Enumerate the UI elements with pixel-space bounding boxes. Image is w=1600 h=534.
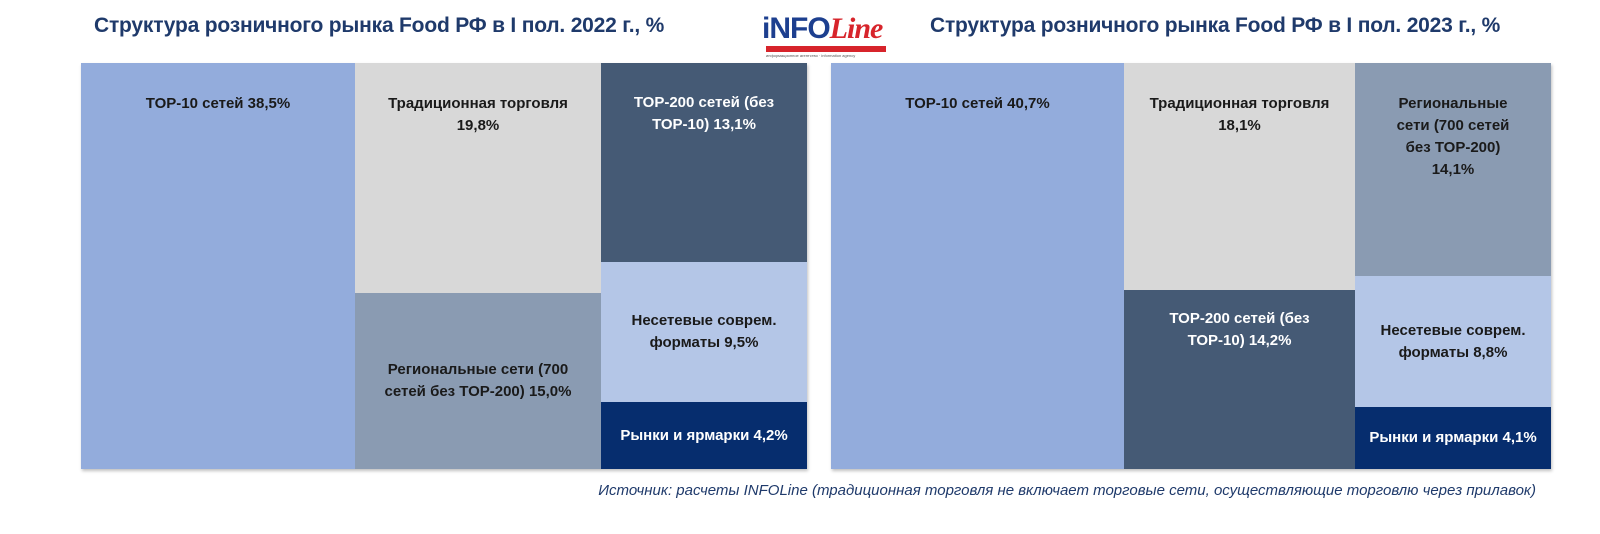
tile-label: ТОР-10 сетей 40,7% [905,95,1050,112]
treemap-tile-3: ТОР-200 сетей (без ТОР-10) 13,1% [601,63,807,262]
tile-label: Региональные сети (700 сетей без ТОР-200… [1396,95,1510,178]
chart-title-2023: Структура розничного рынка Food РФ в I п… [930,14,1501,37]
tile-label: ТОР-200 сетей (без ТОР-10) 13,1% [633,94,775,133]
infoline-logo: iNFOLine информационное агентство · info… [762,12,892,58]
treemap-tile-2: ТОР-200 сетей (без ТОР-10) 14,2% [1124,290,1355,469]
source-note: Источник: расчеты INFOLine (традиционная… [598,482,1536,499]
logo-brand-a: iNFO [762,12,831,45]
treemap-tile-0: ТОР-10 сетей 40,7% [831,63,1124,469]
tile-label: ТОР-10 сетей 38,5% [145,95,291,112]
tile-label: Традиционная торговля 18,1% [1149,95,1330,134]
treemap-tile-4: Несетевые соврем. форматы 9,5% [601,262,807,402]
treemap-tile-0: ТОР-10 сетей 38,5% [81,63,355,469]
treemap-tile-1: Традиционная торговля 19,8% [355,63,601,293]
logo-bar [766,46,886,52]
treemap-2022: ТОР-10 сетей 38,5% Традиционная торговля … [81,63,807,469]
treemap-2023: ТОР-10 сетей 40,7% Традиционная торговля … [831,63,1551,469]
logo-brand-b: Line [829,12,884,45]
treemap-tile-5: Рынки и ярмарки 4,2% [601,402,807,469]
treemap-tile-1: Традиционная торговля 18,1% [1124,63,1355,290]
tile-label: ТОР-200 сетей (без ТОР-10) 14,2% [1169,310,1310,349]
treemap-tile-5: Рынки и ярмарки 4,1% [1355,407,1551,469]
tile-label: Рынки и ярмарки 4,1% [1369,429,1537,446]
tile-label: Рынки и ярмарки 4,2% [620,426,788,444]
tile-label: Несетевые соврем. форматы 9,5% [631,312,777,351]
tile-label: Традиционная торговля 19,8% [388,95,568,134]
tile-label: Несетевые соврем. форматы 8,8% [1380,321,1526,361]
treemap-tile-3: Региональные сети (700 сетей без ТОР-200… [1355,63,1551,276]
tile-label: Региональные сети (700 сетей без ТОР-200… [384,361,572,400]
chart-title-2022: Структура розничного рынка Food РФ в I п… [94,14,665,37]
treemap-tile-4: Несетевые соврем. форматы 8,8% [1355,276,1551,407]
logo-tagline: информационное агентство · information a… [766,53,856,58]
treemap-tile-2: Региональные сети (700 сетей без ТОР-200… [355,293,601,469]
